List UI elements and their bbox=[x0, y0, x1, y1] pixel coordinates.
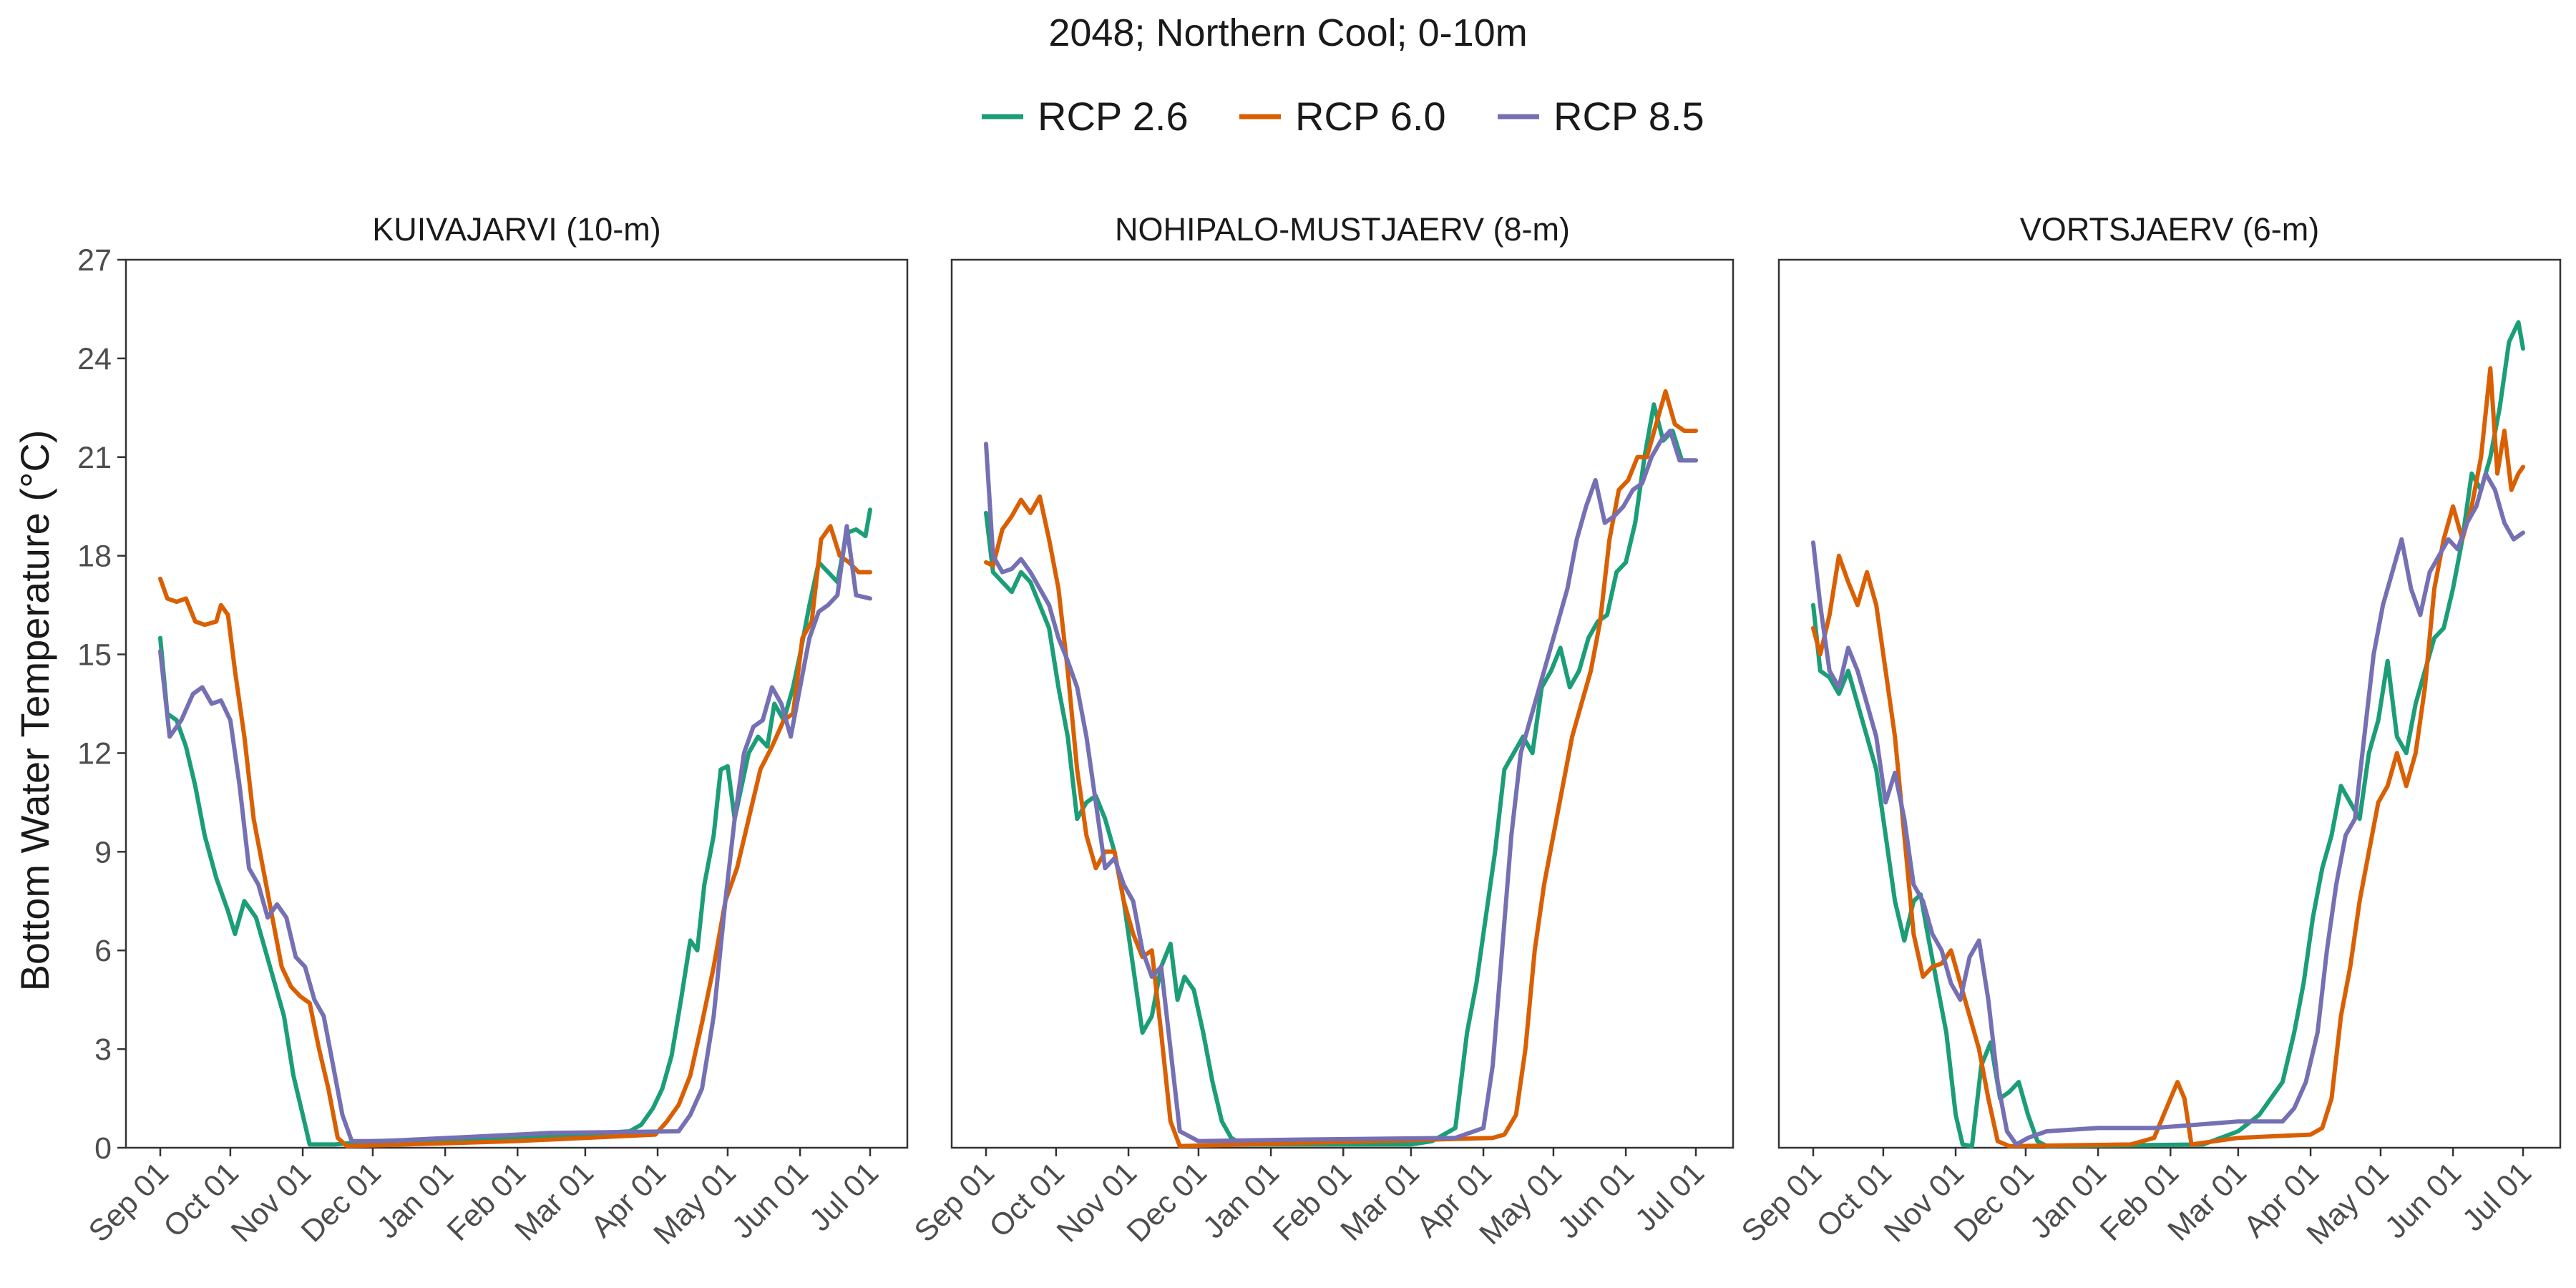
x-tick-label: Jan 01 bbox=[371, 1156, 460, 1245]
y-tick-label: 0 bbox=[94, 1131, 112, 1166]
panel-title: VORTSJAERV (6-m) bbox=[2020, 211, 2319, 248]
series-line-rcp-8-5 bbox=[158, 524, 872, 1143]
series-line-rcp-8-5 bbox=[1811, 471, 2525, 1147]
y-axis-label: Bottom Water Temperature (°C) bbox=[12, 430, 57, 992]
legend-item-rcp-6-0: RCP 6.0 bbox=[1239, 94, 1446, 139]
x-tick-label: Sep 01 bbox=[1735, 1156, 1828, 1249]
x-tick-label: Dec 01 bbox=[295, 1156, 388, 1249]
y-tick-label: 12 bbox=[77, 736, 112, 771]
x-tick-label: Nov 01 bbox=[1050, 1156, 1143, 1249]
y-tick-label: 27 bbox=[77, 243, 112, 278]
y-tick-label: 15 bbox=[77, 638, 112, 673]
x-tick-label: Sep 01 bbox=[908, 1156, 1001, 1249]
y-tick-label: 21 bbox=[77, 441, 112, 475]
series-line-rcp-6-0 bbox=[1811, 366, 2525, 1148]
panel-border bbox=[1777, 258, 2562, 1149]
x-tick-label: Jul 01 bbox=[1629, 1156, 1711, 1238]
y-tick-label: 3 bbox=[94, 1033, 112, 1067]
panel-title: KUIVAJARVI (10-m) bbox=[372, 211, 660, 248]
series-line-rcp-6-0 bbox=[984, 389, 1698, 1148]
x-tick-label: Jun 01 bbox=[2379, 1156, 2468, 1245]
legend-item-rcp-8-5: RCP 8.5 bbox=[1498, 94, 1704, 139]
series-line-rcp-8-5 bbox=[984, 429, 1698, 1143]
x-tick-label: Jun 01 bbox=[726, 1156, 815, 1245]
y-tick-label: 9 bbox=[94, 835, 112, 869]
x-tick-label: Jan 01 bbox=[2024, 1156, 2113, 1245]
legend-label: RCP 6.0 bbox=[1295, 94, 1446, 139]
panel-border bbox=[950, 258, 1735, 1149]
legend-item-rcp-2-6: RCP 2.6 bbox=[982, 94, 1189, 139]
x-tick-label: Sep 01 bbox=[82, 1156, 175, 1249]
x-tick-label: Jun 01 bbox=[1551, 1156, 1641, 1245]
y-tick-label: 6 bbox=[94, 934, 112, 968]
legend-label: RCP 2.6 bbox=[1038, 94, 1189, 139]
x-tick-label: Dec 01 bbox=[1121, 1156, 1214, 1249]
series-line-rcp-6-0 bbox=[158, 524, 872, 1148]
panel-title: NOHIPALO-MUSTJAERV (8-m) bbox=[1115, 211, 1570, 248]
x-tick-label: Jul 01 bbox=[803, 1156, 885, 1238]
series-line-rcp-2-6 bbox=[158, 507, 872, 1147]
legend: RCP 2.6 RCP 6.0 RCP 8.5 bbox=[982, 94, 1704, 139]
series-line-rcp-2-6 bbox=[1811, 320, 2525, 1148]
x-tick-label: Jan 01 bbox=[1196, 1156, 1286, 1245]
x-tick-label: Dec 01 bbox=[1948, 1156, 2041, 1249]
y-tick-label: 24 bbox=[77, 342, 112, 376]
x-tick-label: Nov 01 bbox=[1878, 1156, 1971, 1249]
x-tick-label: Jul 01 bbox=[2456, 1156, 2538, 1238]
panel-border bbox=[125, 258, 909, 1149]
legend-label: RCP 8.5 bbox=[1553, 94, 1704, 139]
x-tick-label: Nov 01 bbox=[225, 1156, 318, 1249]
chart-title: 2048; Northern Cool; 0-10m bbox=[1048, 11, 1527, 54]
y-tick-label: 18 bbox=[77, 540, 112, 574]
